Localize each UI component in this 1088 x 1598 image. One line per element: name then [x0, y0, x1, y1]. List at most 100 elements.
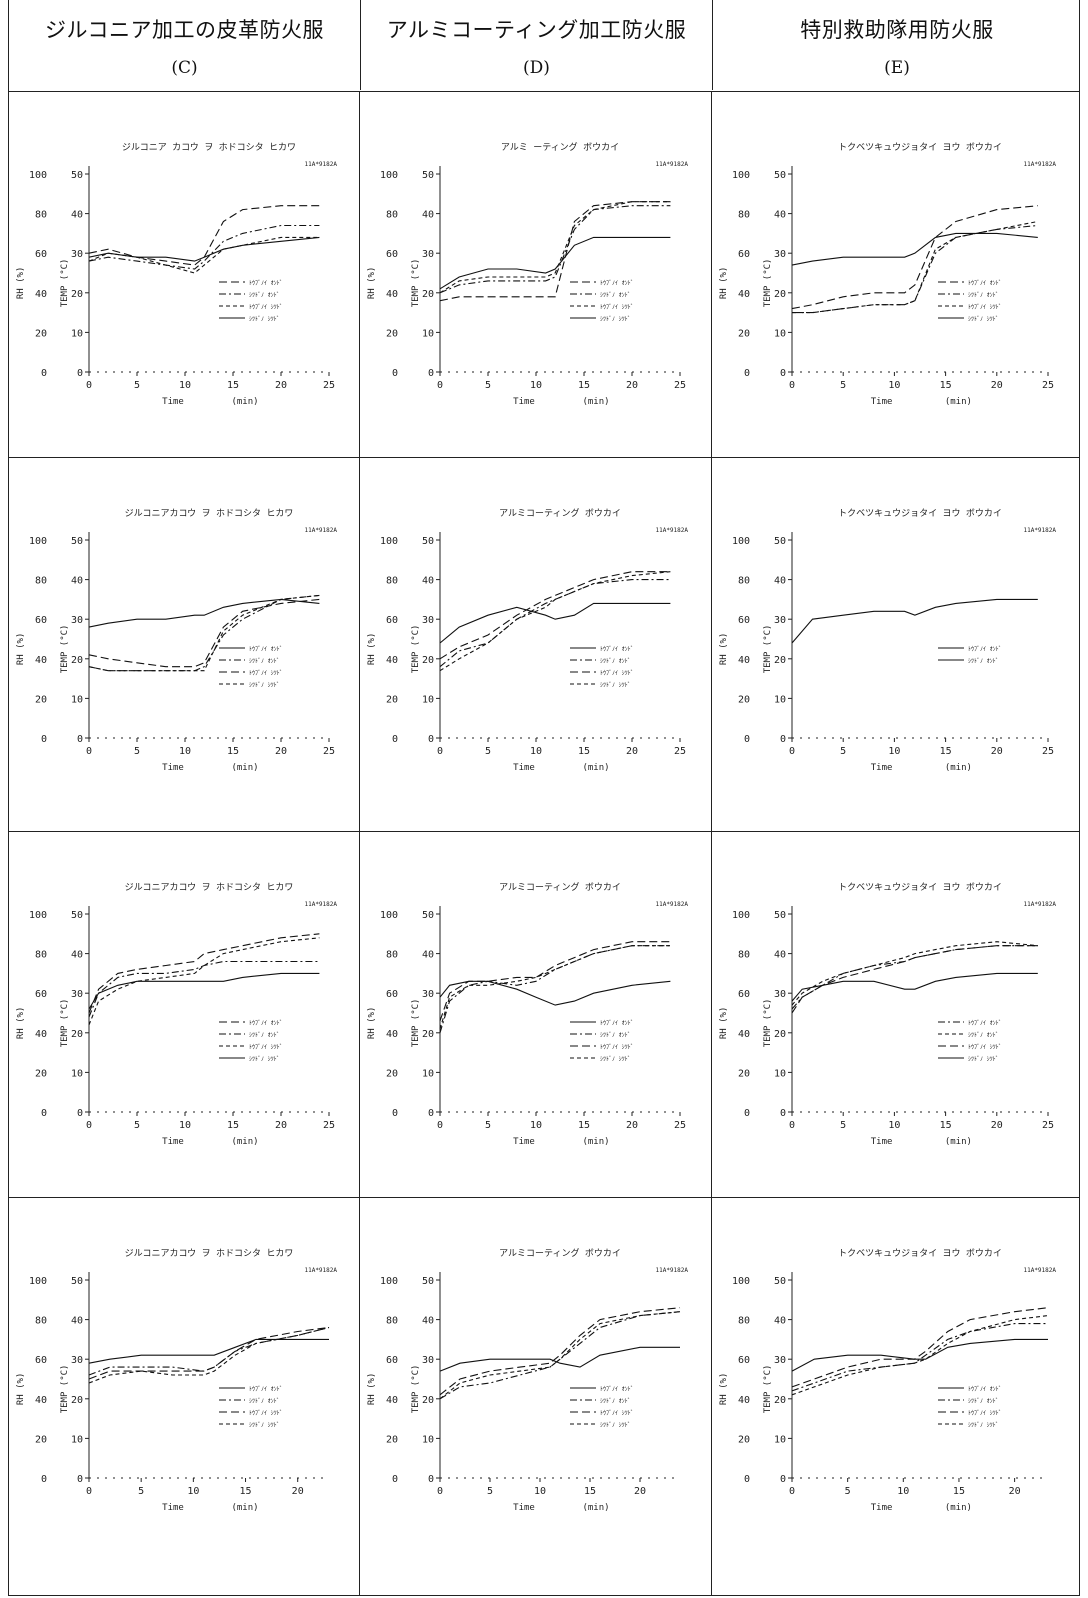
rh-tick-label: 20 [738, 694, 750, 705]
chart-cell-c-1: ジルコニア カコウ ヲ ホドコシタ ヒカワ 11A*9182A 0 5 10 15 20 25… [8, 92, 360, 458]
rh-tick-label: 0 [744, 368, 750, 379]
series-line-4 [439, 571, 671, 672]
x-tick-label: 25 [323, 380, 335, 391]
temp-tick-label: 10 [71, 694, 83, 705]
x-axis-label: Time [513, 763, 535, 773]
temp-tick-label: 0 [780, 1108, 786, 1119]
rh-axis-label: RH (%) [16, 633, 26, 666]
series-line-2 [88, 594, 320, 672]
temp-tick-label: 30 [71, 1355, 83, 1366]
rh-tick-label: 80 [738, 210, 750, 221]
column-code-e: (E) [884, 58, 910, 78]
rh-tick-label: 0 [41, 1108, 47, 1119]
rh-tick-label: 100 [380, 536, 398, 547]
rh-tick-label: 80 [386, 576, 398, 587]
rh-tick-label: 0 [41, 1474, 47, 1485]
temp-tick-label: 10 [422, 1068, 434, 1079]
temp-tick-label: 20 [774, 289, 786, 300]
column-title-c: ジルコニア加工の皮革防火服 [44, 18, 325, 42]
series-line-1 [88, 205, 320, 266]
x-tick-label: 20 [275, 746, 287, 757]
series-line-1 [439, 201, 671, 302]
series-line-3 [792, 220, 1038, 314]
x-tick-label: 15 [584, 1486, 596, 1497]
x-tick-label: 5 [485, 746, 491, 757]
legend-label: ﾄｳﾌﾞﾉｲ ｵﾝﾄﾞ [600, 1020, 634, 1027]
legend-label: ｼﾂﾄﾞﾉ ｼﾂﾄﾞ [249, 316, 280, 323]
series-line-2 [791, 1323, 1048, 1392]
temp-tick-label: 30 [422, 249, 434, 260]
rh-axis-label: RH (%) [719, 633, 729, 666]
rh-tick-label: 80 [738, 1316, 750, 1327]
rh-tick-label: 60 [35, 1355, 47, 1366]
chart-title: ジルコニア カコウ ヲ ホドコシタ ヒカワ [122, 142, 296, 153]
temp-tick-label: 40 [71, 210, 83, 221]
temp-axis-label: TEMP (°C) [763, 1365, 773, 1414]
rh-tick-label: 0 [744, 1108, 750, 1119]
legend-label: ｼﾂﾄﾞﾉ ｼﾂﾄﾞ [249, 1056, 280, 1063]
rh-tick-label: 80 [35, 1316, 47, 1327]
series-line-2 [439, 945, 671, 1033]
temp-tick-label: 20 [422, 655, 434, 666]
temp-tick-label: 30 [71, 615, 83, 626]
x-axis-unit: (min) [582, 1137, 609, 1147]
temp-tick-label: 30 [422, 615, 434, 626]
chart-title: ジルコニアカコウ ヲ ホドコシタ ヒカワ [125, 1248, 294, 1259]
temp-tick-label: 50 [71, 910, 83, 921]
x-tick-label: 0 [789, 746, 795, 757]
rh-tick-label: 80 [35, 210, 47, 221]
rh-tick-label: 60 [35, 989, 47, 1000]
rh-tick-label: 0 [744, 734, 750, 745]
rh-tick-label: 40 [738, 1395, 750, 1406]
temp-tick-label: 40 [774, 1316, 786, 1327]
temp-tick-label: 50 [71, 1276, 83, 1287]
temp-tick-label: 50 [774, 1276, 786, 1287]
chart-title: アルミコーティング ボウカイ [499, 881, 621, 893]
series-line-4 [439, 1311, 681, 1400]
temp-tick-label: 20 [71, 289, 83, 300]
x-axis-unit: (min) [231, 1137, 258, 1147]
legend-label: ﾄｳﾌﾞﾉｲ ｵﾝﾄﾞ [600, 646, 634, 653]
rh-tick-label: 80 [35, 576, 47, 587]
legend-label: ﾄｳﾌﾞﾉｲ ｵﾝﾄﾞ [249, 646, 283, 653]
series-line-2 [88, 960, 320, 1018]
rh-tick-label: 100 [29, 170, 47, 181]
x-axis-unit: (min) [945, 1503, 972, 1513]
chart-stamp: 11A*9182A [1023, 527, 1056, 534]
x-tick-label: 15 [578, 1120, 590, 1131]
x-axis-label: Time [513, 397, 535, 407]
chart-title: ジルコニアカコウ ヲ ホドコシタ ヒカワ [125, 882, 294, 893]
temp-tick-label: 40 [422, 576, 434, 587]
rh-tick-label: 20 [386, 1068, 398, 1079]
legend-label: ｼﾂﾄﾞﾉ ｼﾂﾄﾞ [968, 316, 999, 323]
column-header-d: アルミコーティング加工防火服 (D) [361, 0, 713, 90]
series-line-3 [439, 571, 671, 660]
x-tick-label: 5 [840, 1120, 846, 1131]
rh-tick-label: 60 [35, 249, 47, 260]
legend-label: ｼﾂﾄﾞﾉ ｼﾂﾄﾞ [249, 1422, 280, 1429]
legend-label: ｼﾂﾄﾞﾉ ｵﾝﾄﾞ [249, 658, 280, 665]
chart-cell-d-3: アルミコーティング ボウカイ 11A*9182A 0 5 10 15 20 25 Time (mi… [360, 832, 712, 1198]
legend-label: ﾄｳﾌﾞﾉｲ ｵﾝﾄﾞ [249, 280, 283, 287]
rh-tick-label: 0 [41, 734, 47, 745]
chart-cell-d-2: アルミコーティング ボウカイ 11A*9182A 0 5 10 15 20 25 Time (mi… [360, 458, 712, 832]
temp-axis-label: TEMP (°C) [411, 259, 421, 308]
x-axis-unit: (min) [945, 1137, 972, 1147]
chart-stamp: 11A*9182A [304, 901, 337, 908]
x-tick-label: 20 [626, 1120, 638, 1131]
x-axis-label: Time [162, 397, 184, 407]
temp-axis-label: TEMP (°C) [763, 625, 773, 674]
x-tick-label: 5 [134, 380, 140, 391]
rh-tick-label: 60 [738, 615, 750, 626]
rh-tick-label: 20 [738, 1434, 750, 1445]
temp-tick-label: 30 [422, 989, 434, 1000]
rh-tick-label: 100 [29, 910, 47, 921]
temp-tick-label: 50 [422, 170, 434, 181]
legend-label: ｼﾂﾄﾞﾉ ｼﾂﾄﾞ [968, 1422, 999, 1429]
chart-c-3: ジルコニアカコウ ヲ ホドコシタ ヒカワ 11A*9182A 0 5 10 15 20 25 T… [16, 882, 337, 1147]
temp-tick-label: 0 [428, 734, 434, 745]
series-line-4 [439, 236, 671, 290]
legend-label: ﾄｳﾌﾞﾉｲ ｵﾝﾄﾞ [968, 1020, 1002, 1027]
legend-label: ｼﾂﾄﾞﾉ ｵﾝﾄﾞ [968, 1398, 999, 1405]
series-line-4 [439, 945, 671, 1029]
